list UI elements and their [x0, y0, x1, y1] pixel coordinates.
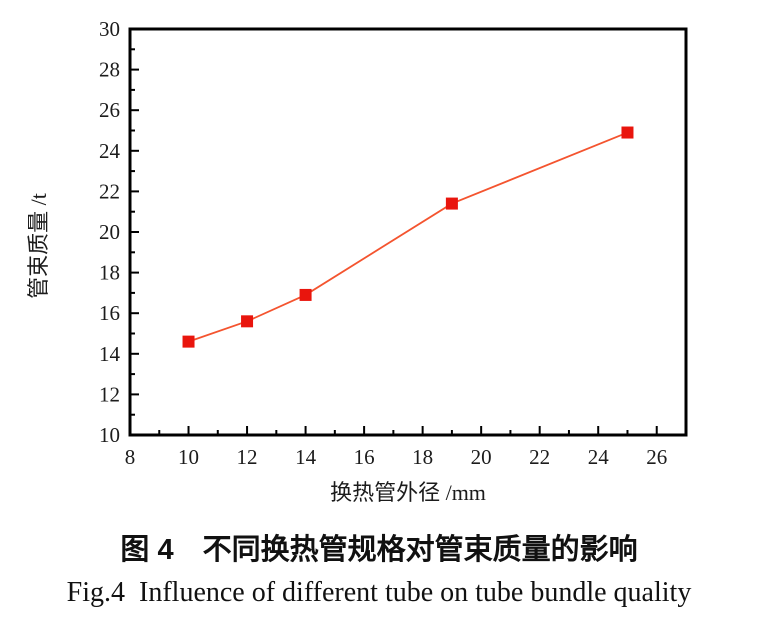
line-chart: 8 10 12 14 16 18 20 22 24 26101214161820222426283… — [26, 17, 688, 505]
data-point — [445, 197, 458, 210]
y-axis: 10 12 14 16 18 20 22 24 26 28 30 — [99, 17, 139, 447]
y-tick-label: 10 — [99, 423, 120, 447]
y-tick-label: 26 — [99, 98, 120, 122]
x-tick-label: 22 — [529, 445, 550, 469]
data-point — [182, 335, 195, 348]
x-axis-title: 换热管外径 /mm — [330, 480, 486, 505]
figure-caption-chinese: 图 4 不同换热管规格对管束质量的影响 — [120, 534, 638, 566]
y-tick-label: 20 — [99, 220, 120, 244]
x-tick-label: 16 — [354, 445, 375, 469]
x-tick-label: 18 — [412, 445, 433, 469]
x-tick-label: 26 — [646, 445, 667, 469]
data-point — [299, 288, 312, 301]
data-point — [621, 126, 634, 139]
x-axis: 8 10 12 14 16 18 20 22 24 26 — [125, 426, 667, 469]
y-axis-title: 管束质量 /t — [26, 193, 51, 299]
x-tick-label: 20 — [471, 445, 492, 469]
y-tick-label: 24 — [99, 139, 121, 163]
y-tick-label: 18 — [99, 261, 120, 285]
y-tick-label: 28 — [99, 58, 120, 82]
y-tick-label: 22 — [99, 179, 120, 203]
y-tick-label: 14 — [99, 342, 121, 366]
x-tick-label: 12 — [237, 445, 258, 469]
data-points — [182, 126, 634, 348]
x-tick-label: 10 — [178, 445, 199, 469]
x-tick-label: 24 — [588, 445, 610, 469]
y-tick-label: 30 — [99, 17, 120, 41]
x-tick-label: 14 — [295, 445, 317, 469]
x-tick-label: 8 — [125, 445, 136, 469]
series-line — [188, 131, 628, 343]
y-tick-label: 12 — [99, 382, 120, 406]
figure-caption-english: Fig.4 Influence of different tube on tub… — [66, 577, 692, 608]
data-point — [241, 315, 254, 328]
y-tick-label: 16 — [99, 301, 120, 325]
plot-frame — [128, 27, 688, 437]
